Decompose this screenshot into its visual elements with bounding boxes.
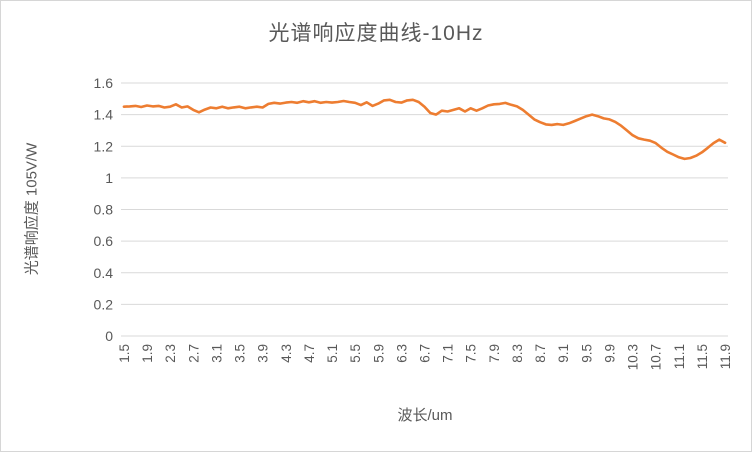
y-tick-label: 0 bbox=[105, 328, 113, 344]
x-tick-label: 11.9 bbox=[718, 344, 733, 369]
x-tick-label: 7.5 bbox=[464, 344, 479, 363]
y-tick-label: 0.2 bbox=[94, 296, 114, 312]
x-tick-label: 5.5 bbox=[348, 344, 363, 363]
x-tick-label: 9.9 bbox=[602, 344, 617, 363]
x-tick-label: 3.9 bbox=[256, 344, 271, 363]
y-tick-label: 1.2 bbox=[94, 138, 114, 154]
y-tick-label: 1.6 bbox=[94, 75, 114, 91]
x-tick-label: 8.3 bbox=[510, 344, 525, 363]
x-tick-label: 1.9 bbox=[140, 344, 155, 363]
x-tick-label: 4.3 bbox=[279, 344, 294, 363]
responsivity-series-line bbox=[122, 98, 727, 161]
x-tick-label: 3.1 bbox=[209, 344, 224, 363]
x-tick-label: 2.7 bbox=[186, 344, 201, 363]
y-tick-label: 1 bbox=[105, 170, 113, 186]
x-tick-label: 3.5 bbox=[233, 344, 248, 363]
x-tick-label: 6.7 bbox=[418, 344, 433, 363]
x-tick-label: 4.7 bbox=[302, 344, 317, 363]
x-tick-label: 1.5 bbox=[117, 344, 132, 363]
y-tick-label: 1.4 bbox=[94, 107, 114, 123]
y-tick-label: 0.8 bbox=[94, 202, 114, 218]
y-tick-label: 0.6 bbox=[94, 233, 114, 249]
chart-title: 光谱响应度曲线-10Hz bbox=[268, 22, 484, 45]
x-tick-label: 11.5 bbox=[695, 344, 710, 369]
x-tick-label: 6.3 bbox=[394, 344, 409, 363]
x-tick-label: 9.1 bbox=[556, 344, 571, 363]
x-tick-label: 11.1 bbox=[672, 344, 687, 369]
x-tick-label: 5.9 bbox=[371, 344, 386, 363]
x-tick-label: 9.5 bbox=[579, 344, 594, 363]
x-tick-label: 10.7 bbox=[649, 344, 664, 370]
y-tick-label: 0.4 bbox=[94, 265, 114, 281]
x-axis-title: 波长/um bbox=[397, 407, 453, 424]
x-tick-label: 7.9 bbox=[487, 344, 502, 363]
x-tick-label: 8.7 bbox=[533, 344, 548, 363]
x-tick-label: 5.1 bbox=[325, 344, 340, 363]
x-tick-label: 2.3 bbox=[163, 344, 178, 363]
x-tick-label: 10.3 bbox=[626, 344, 641, 370]
x-tick-label: 7.1 bbox=[441, 344, 456, 363]
